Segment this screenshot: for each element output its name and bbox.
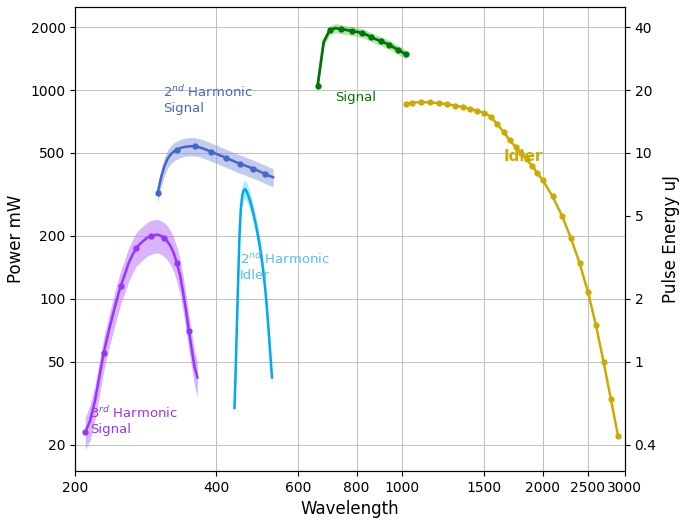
Text: Signal: Signal [335, 91, 376, 104]
Y-axis label: Power mW: Power mW [7, 195, 25, 283]
X-axis label: Wavelength: Wavelength [301, 500, 399, 518]
Text: 3$^{rd}$ Harmonic
Signal: 3$^{rd}$ Harmonic Signal [90, 405, 178, 436]
Text: 2$^{nd}$ Harmonic
Signal: 2$^{nd}$ Harmonic Signal [163, 84, 253, 115]
Y-axis label: Pulse Energy uJ: Pulse Energy uJ [662, 175, 680, 303]
Text: 2$^{nd}$ Harmonic
Idler: 2$^{nd}$ Harmonic Idler [240, 250, 330, 281]
Text: Idler: Idler [504, 149, 543, 164]
